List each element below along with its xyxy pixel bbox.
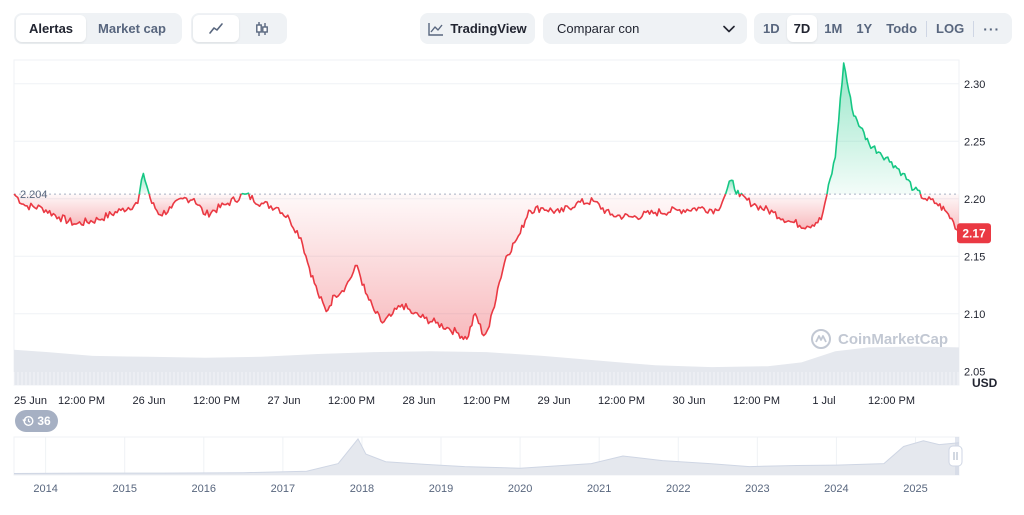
navigator-axis: 2014 2015 2016 2017 2018 2019 2020 2021 2022 2023…	[33, 483, 927, 495]
x-tick-label: 25 Jun	[14, 395, 47, 407]
area-above-baseline	[827, 63, 921, 195]
area-below-baseline	[742, 194, 827, 229]
navigator-tick-label: 2014	[33, 483, 57, 495]
range-all[interactable]: Todo	[886, 21, 918, 36]
candlestick-button[interactable]	[239, 15, 285, 42]
navigator-tick-label: 2019	[429, 483, 453, 495]
navigator-tick-label: 2025	[903, 483, 927, 495]
y-tick-label: 2.05	[964, 366, 985, 378]
line-segment-down	[919, 193, 960, 234]
range-7d[interactable]: 7D	[786, 15, 818, 42]
chart-type-toggle: Alertas Market cap	[14, 13, 182, 44]
watermark-text: CoinMarketCap	[838, 330, 949, 348]
navigator-tick-label: 2018	[350, 483, 374, 495]
navigator-tick-label: 2022	[666, 483, 690, 495]
history-icon	[22, 415, 34, 427]
navigator-tick-label: 2024	[824, 483, 848, 495]
navigator-tick-label: 2015	[112, 483, 136, 495]
y-tick-label: 2.10	[964, 309, 985, 321]
y-tick-label: 2.30	[964, 79, 985, 91]
line-segment-up	[826, 62, 922, 195]
line-segment-down	[148, 193, 242, 218]
divider	[973, 20, 975, 37]
range-1m[interactable]: 1M	[824, 21, 843, 36]
price-line	[13, 62, 960, 341]
tab-market-cap[interactable]: Market cap	[98, 21, 166, 36]
current-price-badge: 2.17	[957, 223, 991, 244]
line-segment-up	[241, 192, 250, 195]
navigator-tick-label: 2020	[508, 483, 532, 495]
area-below-baseline	[248, 194, 726, 340]
x-tick-label: 12:00 PM	[193, 395, 240, 407]
area-above-baseline	[139, 173, 150, 195]
more-options-button[interactable]: ···	[983, 20, 1001, 37]
price-area	[14, 63, 959, 340]
time-range-toggle: 1D 7D 1M 1Y Todo LOG ···	[754, 13, 1012, 44]
area-below-baseline	[920, 194, 959, 234]
history-navigator	[13, 436, 960, 476]
current-price-badge-bg	[957, 223, 991, 244]
volume-area	[13, 346, 959, 385]
navigator-handle[interactable]	[948, 445, 963, 467]
chevron-down-icon	[723, 25, 735, 32]
x-tick-label: 12:00 PM	[58, 395, 105, 407]
x-tick-label: 30 Jun	[672, 395, 705, 407]
line-segment-down	[738, 193, 742, 198]
line-chart-icon	[209, 22, 223, 34]
y-tick-label: 2.15	[964, 251, 985, 263]
line-segment-up	[740, 192, 743, 195]
line-segment-down	[741, 193, 828, 230]
x-tick-label: 28 Jun	[402, 395, 435, 407]
navigator-line	[13, 437, 960, 474]
events-badge[interactable]: 36	[15, 410, 58, 432]
line-chart-button[interactable]	[193, 15, 239, 42]
tradingview-button[interactable]: TradingView	[420, 13, 535, 44]
x-tick-label: 1 Jul	[812, 395, 835, 407]
compare-dropdown[interactable]: Comparar con	[543, 13, 747, 44]
line-segment-down	[13, 193, 141, 226]
log-scale-button[interactable]: LOG	[936, 21, 965, 36]
tab-alertas[interactable]: Alertas	[16, 15, 86, 42]
navigator-area	[14, 438, 959, 475]
divider	[926, 20, 928, 37]
line-segment-up	[724, 179, 740, 195]
tradingview-label: TradingView	[450, 21, 527, 36]
x-tick-label: 26 Jun	[132, 395, 165, 407]
events-count: 36	[37, 414, 51, 428]
coinmarketcap-logo-icon	[811, 329, 831, 349]
navigator-tick-label: 2017	[271, 483, 295, 495]
y-tick-label: 2.25	[964, 136, 985, 148]
current-price-label: 2.17	[962, 226, 986, 240]
y-tick-label: 2.20	[964, 194, 985, 206]
navigator-tick-label: 2021	[587, 483, 611, 495]
currency-label: USD	[972, 376, 998, 390]
chart-style-toggle	[191, 13, 287, 44]
x-tick-label: 12:00 PM	[328, 395, 375, 407]
line-segment-up	[138, 172, 150, 195]
x-tick-label: 12:00 PM	[598, 395, 645, 407]
navigator-tick-label: 2016	[192, 483, 216, 495]
x-tick-label: 27 Jun	[267, 395, 300, 407]
y-axis: 2.30 2.25 2.20 2.15 2.10 2.05	[964, 79, 985, 379]
tradingview-icon	[428, 22, 444, 36]
coinmarketcap-watermark: CoinMarketCap	[810, 328, 948, 350]
x-tick-label: 12:00 PM	[733, 395, 780, 407]
range-1y[interactable]: 1Y	[856, 21, 873, 36]
compare-label: Comparar con	[557, 21, 640, 36]
range-1d[interactable]: 1D	[763, 21, 780, 36]
line-segment-down	[247, 193, 727, 341]
area-below-baseline	[149, 194, 242, 217]
area-below-baseline	[14, 194, 140, 226]
navigator-tick-label: 2023	[745, 483, 769, 495]
x-tick-label: 12:00 PM	[463, 395, 510, 407]
candlestick-icon	[256, 21, 268, 36]
x-tick-label: 29 Jun	[537, 395, 570, 407]
chart-toolbar: Alertas Market cap TradingView Comparar …	[0, 0, 1024, 56]
baseline-label: 2.204	[20, 189, 48, 201]
x-axis: 25 Jun 12:00 PM 26 Jun 12:00 PM 27 Jun 12:00 …	[14, 395, 915, 407]
x-tick-label: 12:00 PM	[868, 395, 915, 407]
